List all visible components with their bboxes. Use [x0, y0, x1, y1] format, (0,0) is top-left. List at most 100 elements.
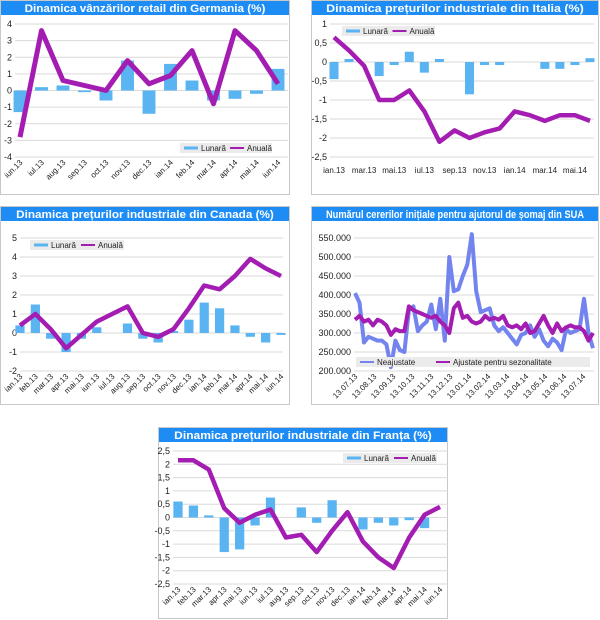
bar-lunara: [358, 517, 368, 530]
x-tick-label: ian.13: [323, 166, 345, 175]
bar-lunara: [138, 333, 148, 339]
legend-swatch: [392, 30, 407, 32]
bar-lunara: [46, 333, 56, 339]
bar-lunara: [434, 58, 444, 62]
bar-lunara: [199, 302, 209, 333]
legend: Neajustate Ajustate pentru sezonalitate: [356, 357, 590, 367]
chart-title: Dinamica prețurilor industriale din Cana…: [16, 209, 274, 221]
y-tick-label: -3: [4, 135, 12, 145]
bar-lunara: [465, 62, 475, 95]
bar-lunara: [30, 304, 40, 333]
x-tick-label: nov.13: [473, 166, 497, 175]
bar-lunara: [327, 500, 337, 518]
title-bar: [1, 1, 289, 15]
legend: Lunară Anuală: [180, 143, 272, 153]
y-tick-label: 400.000: [318, 290, 351, 300]
legend-swatch: [34, 243, 48, 247]
y-tick-label: 3: [12, 271, 17, 281]
x-tick-label: mar.14: [533, 166, 558, 175]
legend-swatch: [81, 244, 95, 246]
x-tick-label: sep.13: [442, 166, 467, 175]
chart-usa-claims: Numărul cererilor inițiale pentru ajutor…: [311, 206, 599, 405]
y-tick-label: 1: [7, 69, 12, 79]
y-tick-label: 550.000: [318, 233, 351, 243]
legend-label: Anuală: [411, 454, 436, 463]
bar-lunara: [276, 333, 286, 335]
y-tick-label: 250.000: [318, 347, 351, 357]
legend-box: [343, 453, 437, 463]
y-tick-label: 1: [12, 309, 17, 319]
y-tick-label: 3: [7, 36, 12, 46]
bar-lunara: [250, 517, 260, 526]
y-tick-label: -2: [9, 366, 17, 376]
bar-lunara: [99, 90, 113, 101]
legend-label: Anuală: [247, 144, 272, 153]
y-tick-label: 2,5: [157, 446, 170, 456]
legend-label: Anuală: [98, 241, 123, 250]
bar-lunara: [389, 62, 399, 66]
line-anuala: [332, 35, 591, 145]
bar-lunara: [61, 333, 71, 352]
bar-lunara: [35, 87, 48, 91]
bar-lunara: [540, 62, 550, 69]
line-anuala: [178, 458, 442, 571]
legend-label: Lunară: [201, 144, 226, 153]
line-anuala: [18, 256, 282, 351]
legend: Lunară Anuală: [30, 240, 124, 250]
bar-lunara: [228, 90, 242, 99]
y-tick-label: -1,5: [154, 552, 170, 562]
bar-lunara: [585, 58, 595, 62]
y-tick-label: -2,5: [154, 579, 170, 589]
y-tick-label: -4: [4, 152, 12, 162]
y-tick-label: -0,5: [311, 76, 327, 86]
y-tick-label: 0: [12, 328, 17, 338]
legend-box: [356, 357, 590, 367]
bar-lunara: [419, 62, 429, 73]
bar-lunara: [13, 90, 27, 113]
y-tick-label: 0: [165, 513, 170, 523]
y-tick-label: 1: [165, 486, 170, 496]
y-tick-label: 350.000: [318, 309, 351, 319]
chart-canada: Dinamica prețurilor industriale din Cana…: [0, 206, 290, 405]
y-tick-label: 450.000: [318, 271, 351, 281]
chart-germany: Dinamica vânzărilor retail din Germania …: [0, 0, 290, 195]
bar-lunara: [184, 319, 194, 333]
bar-lunara: [188, 505, 199, 518]
bar-lunara: [230, 325, 240, 333]
bar-lunara: [122, 323, 133, 333]
bar-lunara: [204, 515, 214, 518]
bar-lunara: [389, 517, 399, 526]
bar-lunara: [404, 517, 414, 521]
title-bar: [1, 207, 289, 221]
bar-lunara: [92, 327, 102, 333]
y-tick-label: -2,5: [311, 152, 327, 162]
y-tick-label: -1: [162, 539, 170, 549]
bar-lunara: [296, 507, 306, 518]
y-tick-label: 0: [7, 86, 12, 96]
y-tick-label: 200.000: [318, 366, 351, 376]
bar-lunara: [373, 517, 383, 523]
y-tick-label: 1: [322, 19, 327, 29]
y-tick-label: 1,5: [157, 473, 170, 483]
legend-swatch: [394, 457, 408, 459]
y-tick-label: -1,5: [311, 114, 327, 124]
legend-swatch: [360, 361, 374, 363]
legend: Lunară Anuală: [343, 453, 437, 463]
legend: Lunară Anuală: [342, 26, 435, 36]
y-tick-label: 0,5: [157, 499, 170, 509]
legend-label: Ajustate pentru sezonalitate: [453, 358, 552, 367]
y-tick-label: -0,5: [154, 526, 170, 536]
bar-lunara: [219, 517, 229, 553]
y-tick-label: -1: [9, 347, 17, 357]
legend-label: Lunară: [363, 27, 388, 36]
bar-lunara: [250, 90, 263, 94]
legend-swatch: [346, 29, 360, 33]
bar-lunara: [374, 62, 384, 77]
line-neajustate: [353, 232, 595, 370]
bar-lunara: [15, 325, 25, 333]
bar-lunara: [185, 80, 199, 91]
chart-italy: Dinamica prețurilor industriale din Ital…: [311, 0, 599, 195]
bar-lunara: [168, 331, 179, 333]
bar-lunara: [329, 62, 339, 80]
